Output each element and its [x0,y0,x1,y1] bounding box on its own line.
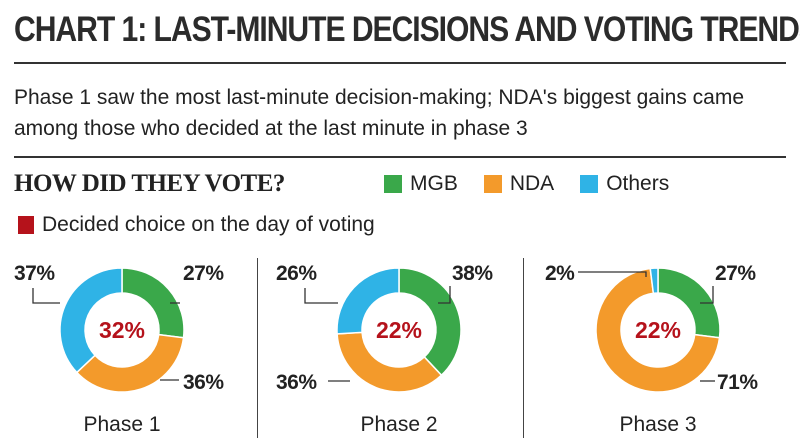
chart-title: CHART 1: LAST-MINUTE DECISIONS AND VOTIN… [14,10,800,49]
phase3-leader-mgb [700,286,714,304]
phase1-label-others: 37% [14,262,55,285]
phase1-slice-others [59,267,123,374]
phase2-slice-nda [336,331,443,393]
phase1-label-mgb: 27% [183,262,224,285]
panel-divider-1 [257,258,258,438]
phase3-slice-others [649,267,659,295]
phase2-label-mgb: 38% [452,262,493,285]
phase3-leader-others [578,271,647,277]
phase2-title: Phase 2 [360,413,437,436]
panel-divider-2 [523,258,524,438]
legend-item-others: Others [580,172,669,196]
phase1-title: Phase 1 [83,413,160,436]
phase1-slice-nda [75,333,185,393]
phase1-leader-others [32,288,60,304]
legend-item-nda: NDA [483,172,555,196]
phase2-center-label: 22% [376,317,422,343]
legend-swatch-others [580,175,599,193]
title-rule [14,62,786,64]
phase3-slice-nda [595,267,721,393]
decided-swatch [18,216,34,234]
legend-label-others: Others [606,172,670,195]
phase3-label-others: 2% [545,262,575,285]
phase3-label-mgb: 27% [715,262,756,285]
legend-label-nda: NDA [509,172,555,195]
phase2-slice-others [336,267,400,335]
legend: MGB NDA Others [384,172,695,196]
phase1-center-label: 32% [99,317,145,343]
phase2-leader-mgb [438,286,451,304]
decided-label: Decided choice on the day of voting [42,213,375,236]
section-title: HOW DID THEY VOTE? [14,170,285,197]
phase3-title: Phase 3 [619,413,696,436]
legend-swatch-nda [483,175,502,193]
phase2-label-nda: 36% [276,371,317,394]
legend-label-mgb: MGB [410,172,458,195]
legend-item-mgb: MGB [384,172,458,196]
phase2-leader-others [304,288,338,304]
phase3-label-nda: 71% [717,371,758,394]
legend-swatch-mgb [384,175,402,193]
chart-subtitle: Phase 1 saw the most last-minute decisio… [14,86,745,140]
phase2-slice-mgb [398,267,462,377]
phase2-label-others: 26% [276,262,317,285]
subtitle-rule [14,156,786,158]
decided-note: Decided choice on the day of voting [18,213,375,237]
phase1-label-nda: 36% [183,371,224,394]
phase3-center-label: 22% [635,317,681,343]
